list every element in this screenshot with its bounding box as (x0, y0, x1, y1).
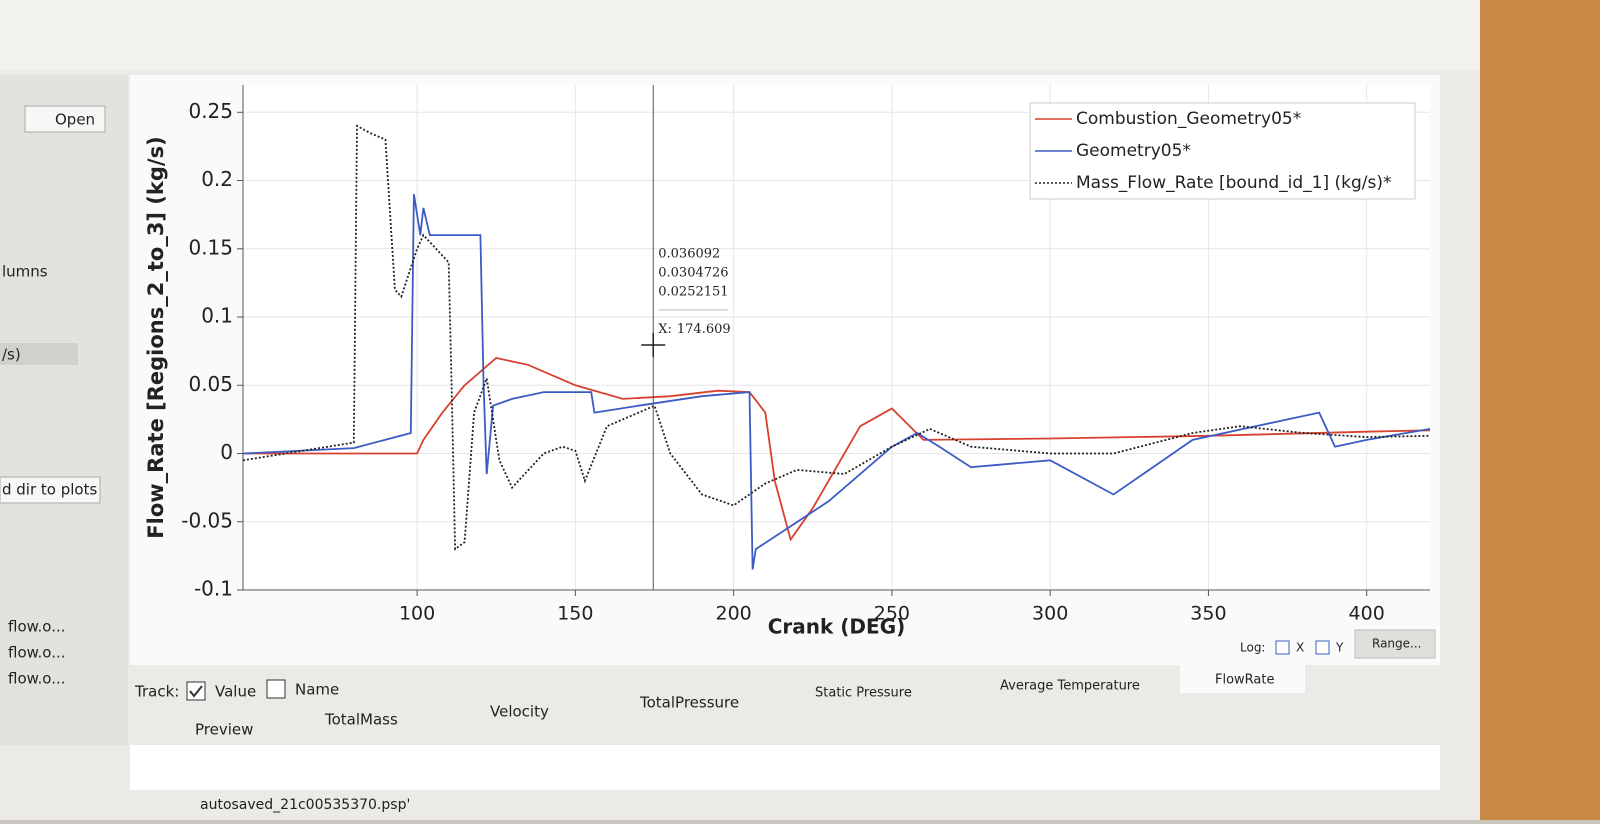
legend-label: Mass_Flow_Rate [bound_id_1] (kg/s)* (1076, 173, 1392, 193)
y-axis-label: Flow_Rate [Regions_2_to_3] (kg/s) (144, 136, 168, 538)
y-tick-label: 0.25 (188, 99, 233, 123)
unit-label: /s) (2, 346, 21, 364)
sidebar (0, 75, 128, 745)
check (189, 685, 203, 698)
y-tick-label: -0.1 (194, 577, 233, 601)
open-label: Open (55, 111, 95, 129)
legend-label: Combustion_Geometry05* (1076, 109, 1301, 129)
status-area (130, 745, 1440, 790)
name-checkbox[interactable] (266, 679, 286, 699)
cursor-label: X: 174.609 (658, 322, 730, 337)
legend (1029, 102, 1416, 200)
value-label: Value (215, 683, 256, 701)
tab[interactable]: Preview (195, 721, 253, 739)
x-tick-label: 150 (557, 603, 593, 625)
x-tick-label: 300 (1032, 603, 1068, 625)
tab[interactable]: FlowRate (1215, 673, 1274, 688)
bezel (1480, 0, 1600, 820)
tab[interactable]: TotalMass (324, 711, 398, 729)
selected-row (0, 343, 78, 365)
tab[interactable]: TotalPressure (639, 694, 739, 712)
open-button[interactable] (24, 105, 106, 133)
file-item[interactable]: flow.o... (8, 618, 66, 636)
y-tick-label: -0.05 (181, 508, 233, 532)
log-y-checkbox[interactable] (1315, 640, 1330, 655)
log-label: Log: (1240, 641, 1265, 655)
tab[interactable]: Static Pressure (815, 686, 912, 701)
name-label: Name (295, 681, 339, 699)
add-button[interactable] (0, 476, 101, 504)
readout: 0.036092 (658, 247, 720, 262)
log-y-label: Y (1335, 641, 1344, 655)
x-tick-label: 200 (715, 603, 751, 625)
cursor-value: 174.609 (677, 322, 731, 337)
x-tick-label: 250 (874, 603, 910, 625)
tab[interactable]: Velocity (490, 703, 549, 721)
y-tick-label: 0.1 (201, 304, 233, 328)
file-item[interactable]: flow.o... (8, 644, 66, 662)
series-line (242, 194, 1431, 570)
add-label: d dir to plots (2, 481, 97, 499)
cursor-label-prefix: X: (658, 322, 672, 337)
cursor-cross (641, 333, 666, 357)
range-label: Range... (1372, 637, 1421, 651)
y-tick-label: 0 (220, 440, 233, 464)
columns-label: lumns (2, 263, 48, 281)
y-tick-label: 0.15 (188, 235, 233, 259)
x-axis-label: Crank (DEG) (768, 615, 906, 639)
tab[interactable]: Average Temperature (1000, 679, 1140, 694)
readout: 0.0304726 (658, 266, 728, 281)
x-tick-label: 350 (1190, 603, 1226, 625)
log-x-checkbox[interactable] (1275, 640, 1290, 655)
y-tick-label: 0.05 (188, 372, 233, 396)
y-tick-label: 0.2 (201, 167, 233, 191)
toolbar (0, 0, 1480, 70)
readout: 0.0252151 (658, 285, 728, 300)
track-label: Track: (134, 683, 179, 701)
log-x-label: X (1296, 641, 1304, 655)
tab-active (1180, 665, 1305, 693)
file-item[interactable]: flow.o... (8, 670, 66, 688)
x-tick-label: 100 (399, 603, 435, 625)
series-line (242, 124, 1431, 551)
x-tick-label: 400 (1349, 603, 1385, 625)
legend-label: Geometry05* (1076, 141, 1191, 161)
value-checkbox[interactable] (186, 681, 206, 701)
range-button[interactable] (1354, 629, 1436, 659)
status: autosaved_21c00535370.psp' (200, 797, 410, 813)
